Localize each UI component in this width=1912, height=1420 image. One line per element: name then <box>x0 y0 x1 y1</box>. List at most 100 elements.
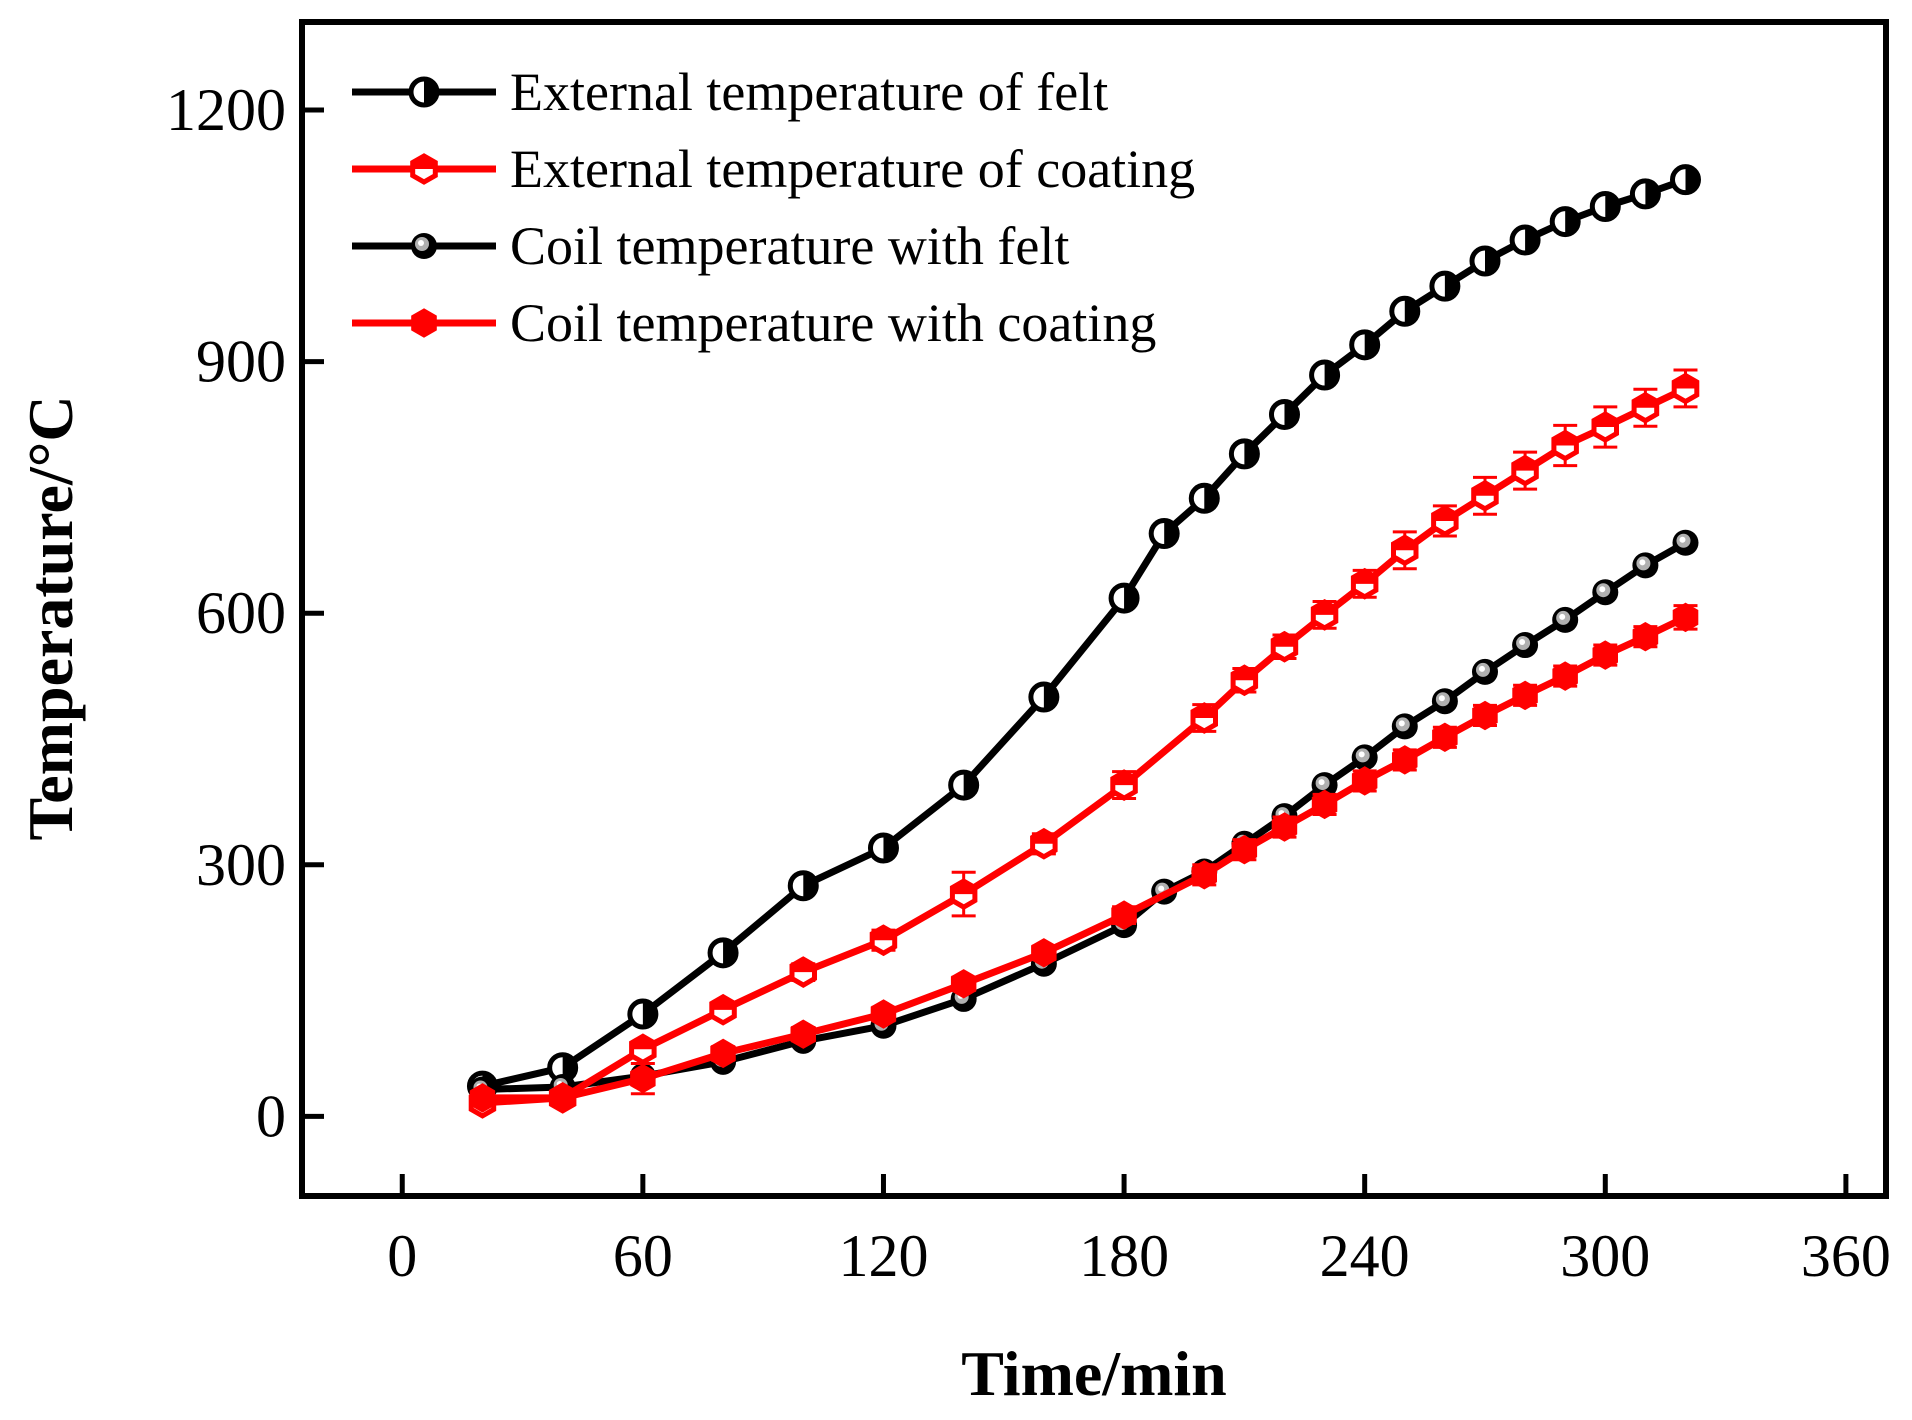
data-point <box>1592 579 1619 606</box>
data-point <box>630 1063 656 1094</box>
data-point <box>707 937 739 969</box>
x-tick-label: 300 <box>1560 1223 1650 1289</box>
data-point <box>948 769 980 801</box>
data-point <box>1230 664 1259 697</box>
data-point <box>1549 206 1581 238</box>
data-point <box>1110 769 1138 801</box>
legend-item: Coil temperature with felt <box>352 216 1069 276</box>
data-point <box>1108 582 1140 614</box>
data-point <box>1111 900 1137 930</box>
x-tick-label: 120 <box>838 1223 928 1289</box>
data-point <box>1389 295 1421 327</box>
data-point <box>1028 681 1060 713</box>
data-point <box>1431 505 1459 537</box>
data-point <box>1311 789 1338 820</box>
data-point <box>627 998 659 1030</box>
data-point <box>1471 479 1499 512</box>
y-tick-label: 300 <box>196 832 286 898</box>
data-point <box>870 999 897 1029</box>
data-point <box>789 956 817 988</box>
data-point <box>1432 722 1458 753</box>
data-point <box>867 832 899 864</box>
data-point <box>787 870 819 902</box>
legend-label: External temperature of coating <box>510 139 1195 199</box>
x-tick-label: 240 <box>1320 1223 1410 1289</box>
data-point <box>1392 745 1418 775</box>
x-tick-label: 60 <box>613 1223 673 1289</box>
data-point <box>710 1038 736 1069</box>
data-point <box>1551 429 1579 462</box>
data-point <box>1391 713 1418 740</box>
data-point <box>1350 567 1379 600</box>
legend-marker <box>411 233 437 259</box>
series-line <box>482 614 1688 1102</box>
data-point <box>1270 630 1299 663</box>
data-point <box>1589 190 1621 222</box>
y-tick-label: 600 <box>196 580 286 646</box>
data-point <box>1471 658 1498 685</box>
series-3 <box>469 602 1699 1113</box>
data-point <box>1512 632 1539 659</box>
data-point <box>1231 834 1258 865</box>
legend-item: External temperature of felt <box>352 62 1108 122</box>
data-point <box>1472 700 1498 731</box>
legend-item: Coil temperature with coating <box>352 293 1156 353</box>
x-tick-label: 180 <box>1079 1223 1169 1289</box>
x-tick-label: 0 <box>387 1223 417 1289</box>
x-axis-title: Time/min <box>961 1338 1227 1409</box>
data-point <box>1671 372 1700 405</box>
y-tick-label: 0 <box>256 1083 286 1149</box>
data-point <box>1268 398 1300 430</box>
x-tick-label: 360 <box>1801 1223 1891 1289</box>
data-point <box>950 969 977 999</box>
legend-label: Coil temperature with coating <box>510 293 1156 353</box>
data-point <box>1271 812 1298 842</box>
y-axis-title: Temperature/°C <box>15 395 86 840</box>
data-point <box>1511 454 1539 487</box>
data-point <box>469 1083 496 1113</box>
data-point <box>1188 482 1220 514</box>
data-point <box>1309 359 1341 391</box>
plot-frame <box>299 19 1889 1199</box>
data-point <box>629 1033 657 1066</box>
data-point <box>1669 164 1701 196</box>
data-point <box>1351 744 1378 771</box>
legend-marker <box>411 308 437 338</box>
data-point <box>1391 534 1419 567</box>
data-point <box>949 878 978 910</box>
data-point <box>1431 688 1458 715</box>
data-point <box>1148 518 1180 550</box>
data-point <box>1591 411 1619 443</box>
data-point <box>1631 391 1660 424</box>
data-point <box>1190 702 1218 734</box>
series-0 <box>466 164 1701 1102</box>
data-point <box>709 993 737 1026</box>
data-point <box>1311 772 1338 799</box>
legend: External temperature of felt External tem… <box>352 62 1195 353</box>
data-point <box>1672 602 1699 633</box>
data-point <box>1512 680 1538 711</box>
data-point <box>1351 766 1378 796</box>
legend-item: External temperature of coating <box>352 139 1195 199</box>
data-point <box>1629 178 1661 210</box>
data-point <box>1632 552 1659 579</box>
series-layer <box>466 164 1701 1119</box>
data-point <box>1031 938 1057 968</box>
data-point <box>869 924 898 957</box>
data-point <box>1429 270 1461 302</box>
legend-marker <box>410 153 438 185</box>
data-point <box>1228 438 1260 470</box>
data-point <box>1552 661 1578 691</box>
legend-marker <box>408 76 440 108</box>
data-point <box>1552 606 1579 633</box>
data-point <box>1672 529 1699 556</box>
data-point <box>790 1019 816 1049</box>
axis-ticks: 0 60 120 180 240 300 360 0 300 600 900 1200 <box>166 77 1891 1289</box>
legend-label: External temperature of felt <box>510 62 1108 122</box>
data-point <box>1191 860 1217 890</box>
series-line <box>482 385 1688 1107</box>
data-point <box>549 1083 576 1113</box>
data-point <box>1349 329 1381 361</box>
data-point <box>1592 640 1618 670</box>
